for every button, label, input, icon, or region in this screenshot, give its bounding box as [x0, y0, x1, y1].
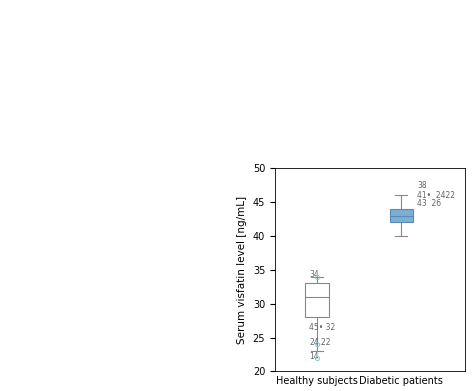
Text: 24,22: 24,22 [310, 338, 331, 347]
Bar [390, 209, 413, 222]
Y-axis label: Serum visfatin level [ng/mL]: Serum visfatin level [ng/mL] [237, 196, 247, 344]
Bar [305, 283, 329, 317]
Text: 34: 34 [310, 270, 319, 279]
Text: 45• 32: 45• 32 [310, 323, 336, 332]
Text: 41•  2422: 41• 2422 [417, 191, 456, 200]
Text: 14: 14 [310, 352, 319, 361]
Text: 43  26: 43 26 [417, 199, 441, 208]
Text: 38: 38 [417, 181, 427, 190]
